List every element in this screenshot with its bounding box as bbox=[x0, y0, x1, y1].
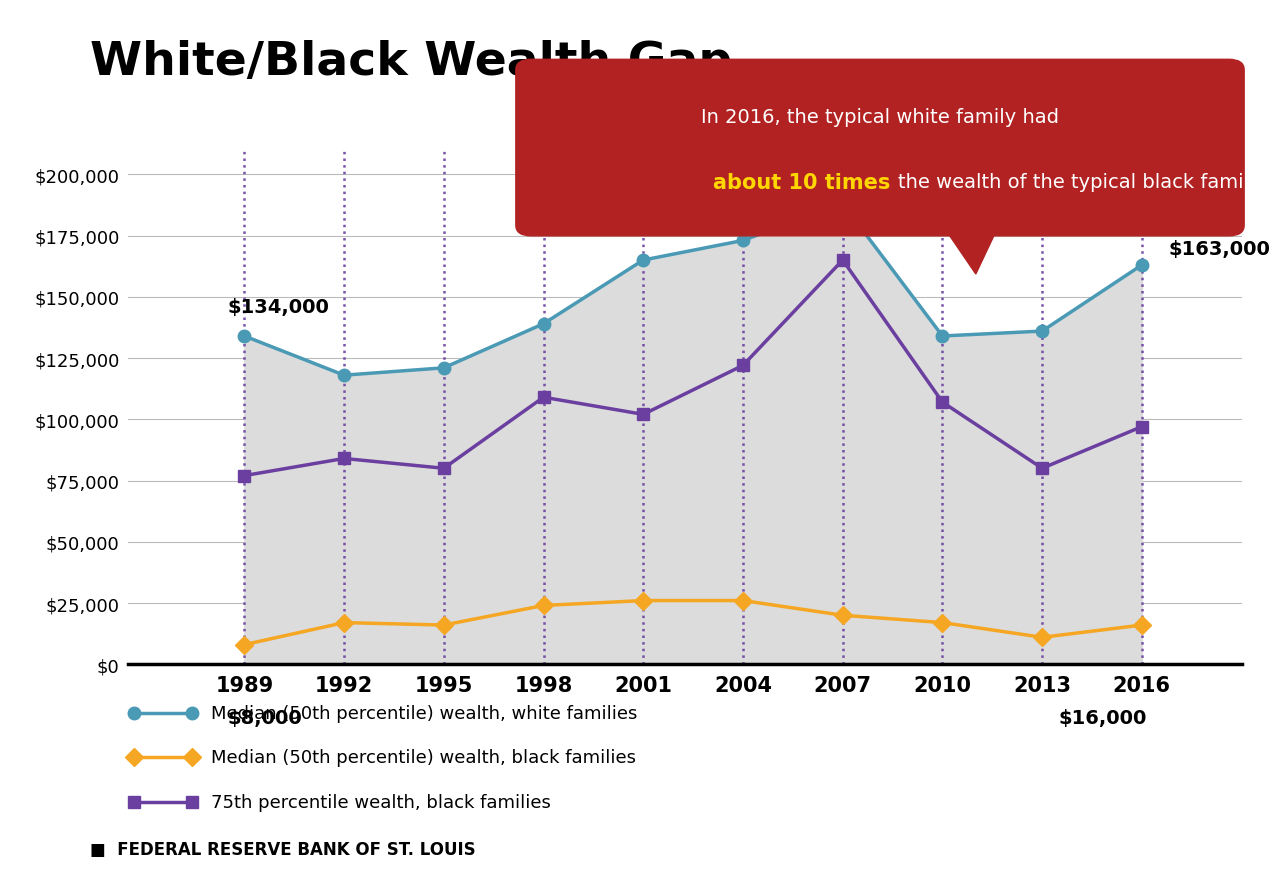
Text: $163,000: $163,000 bbox=[1169, 239, 1270, 259]
Text: $16,000: $16,000 bbox=[1059, 709, 1147, 727]
Text: Median (50th percentile) wealth, black families: Median (50th percentile) wealth, black f… bbox=[211, 749, 636, 766]
Text: $134,000: $134,000 bbox=[228, 298, 330, 317]
Text: 75th percentile wealth, black families: 75th percentile wealth, black families bbox=[211, 793, 552, 811]
Text: White/Black Wealth Gap: White/Black Wealth Gap bbox=[90, 40, 732, 85]
Text: about 10 times: about 10 times bbox=[713, 173, 890, 192]
Text: $8,000: $8,000 bbox=[228, 709, 302, 727]
Text: Median (50th percentile) wealth, white families: Median (50th percentile) wealth, white f… bbox=[211, 704, 637, 722]
Text: the wealth of the typical black family.: the wealth of the typical black family. bbox=[899, 173, 1265, 192]
Text: ■  FEDERAL RESERVE BANK OF ST. LOUIS: ■ FEDERAL RESERVE BANK OF ST. LOUIS bbox=[90, 840, 475, 858]
Text: In 2016, the typical white family had: In 2016, the typical white family had bbox=[701, 108, 1059, 127]
